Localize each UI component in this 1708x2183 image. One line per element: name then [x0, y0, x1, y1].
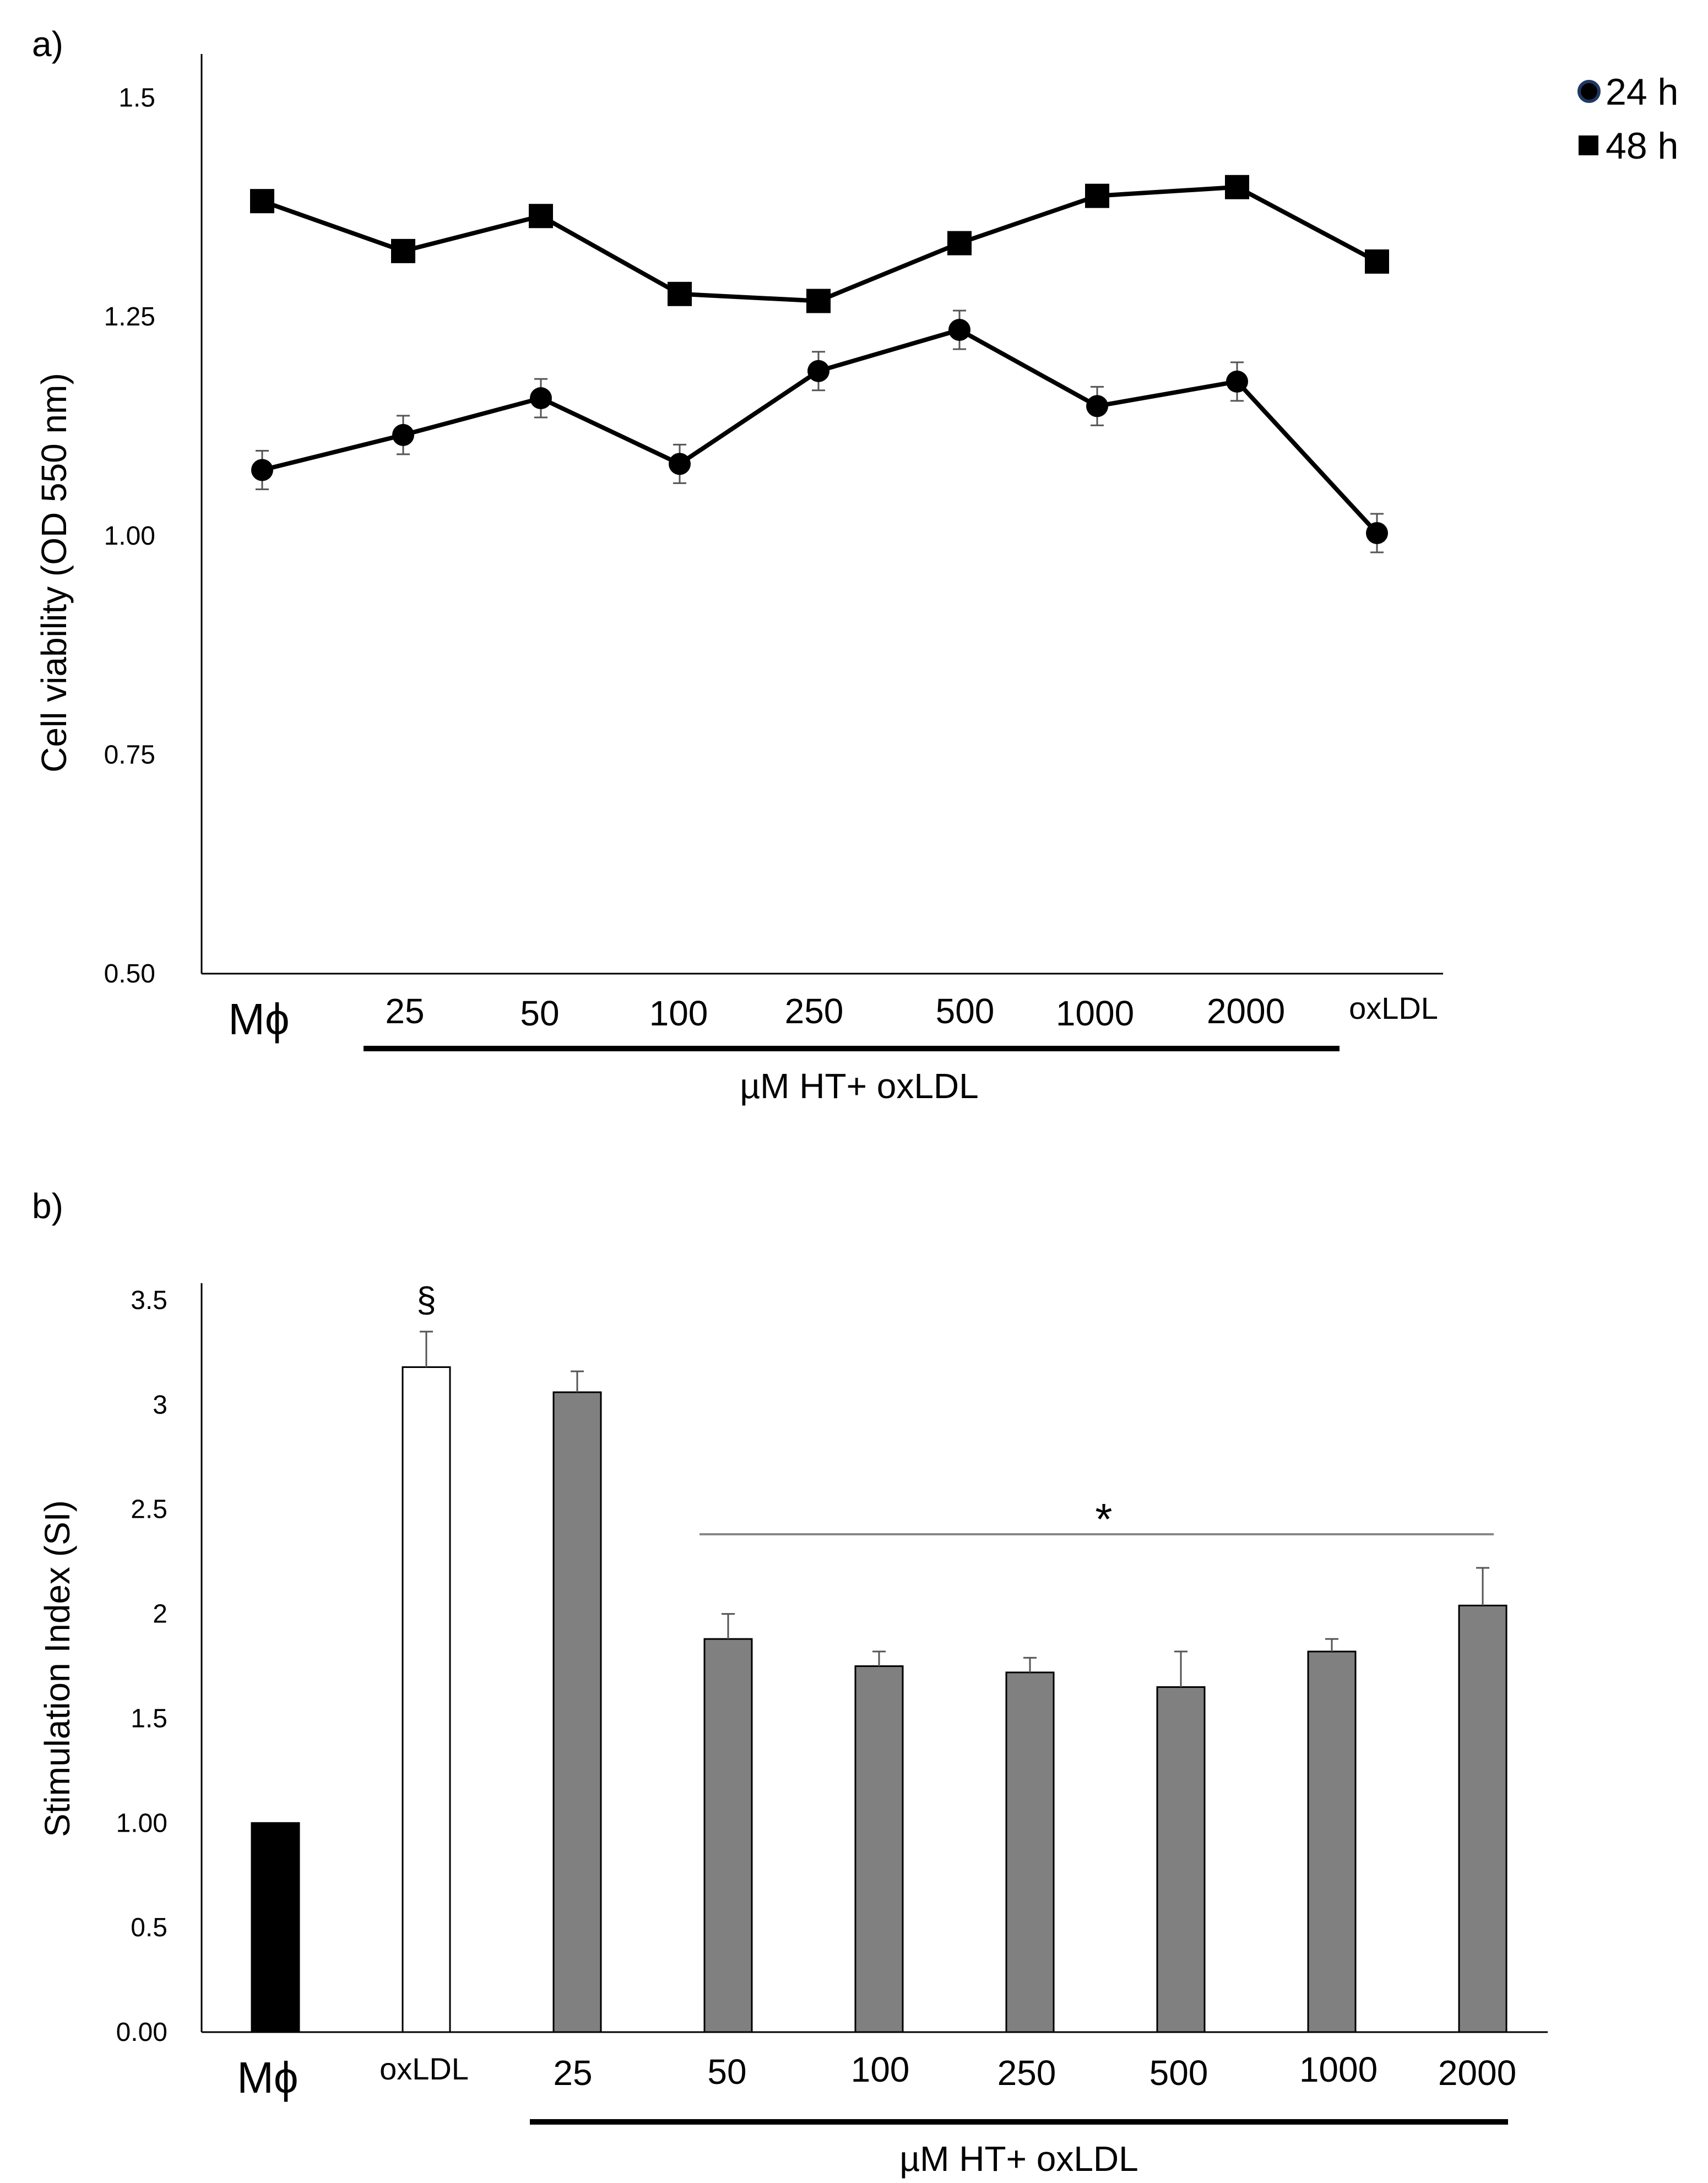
panel-b-x-tick-label: 250 — [997, 2053, 1056, 2093]
data-point-square — [529, 204, 553, 229]
series-24h — [251, 309, 1388, 553]
panel-b-y-tick-label: 2.5 — [131, 1495, 167, 1524]
bar-Mϕ — [251, 1822, 300, 2033]
significance-asterisk: * — [1095, 1495, 1112, 1544]
panel-b-y-tick-label: 3 — [153, 1391, 167, 1420]
panel-b-y-tick-label: 2 — [153, 1600, 167, 1629]
panel-b-x-tick-label: 2000 — [1438, 2053, 1516, 2093]
panel-b-y-tick-label: 3.5 — [131, 1286, 167, 1315]
panel-a-x-tick-label: 250 — [785, 991, 844, 1031]
bar-250 — [1005, 1671, 1055, 2033]
panel-b-y-tick-label: 1.5 — [131, 1704, 167, 1733]
data-point-circle — [1226, 370, 1248, 393]
legend-48h-marker — [1579, 135, 1598, 155]
panel-a-y-tick-label: 1.00 — [104, 522, 155, 551]
panel-a-x-tick-label: 2000 — [1207, 991, 1285, 1031]
panel-b-y-axis-label: Stimulation Index (SI) — [37, 1500, 77, 1837]
panel-a-legend: 24 h 48 h — [1577, 71, 1678, 167]
data-point-circle — [1086, 395, 1108, 417]
panel-a-x-tick-label: oxLDL — [1349, 991, 1438, 1025]
data-point-square — [668, 281, 692, 306]
panel-a-y-tick-label: 0.50 — [104, 959, 155, 989]
series-line-48h — [261, 184, 1378, 303]
data-point-circle — [251, 459, 273, 481]
panel-b-x-tick-label: 25 — [553, 2053, 592, 2093]
bar-oxLDL — [402, 1366, 451, 2033]
panel-b-y-tick-label: 0.00 — [116, 2018, 167, 2047]
panel-b-x-tick-label: 50 — [707, 2052, 746, 2092]
bar-1000 — [1307, 1650, 1357, 2033]
panel-a-x-tick-label: 500 — [936, 991, 995, 1031]
panel-b-label: b) — [32, 1186, 63, 1226]
bar-2000 — [1458, 1604, 1508, 2033]
panel-b-x-tick-label: 1000 — [1299, 2050, 1378, 2089]
panel-b-x-tick-label: 100 — [851, 2050, 910, 2089]
data-point-circle — [807, 360, 829, 382]
panel-b-y-tick-label: 0.5 — [131, 1913, 167, 1942]
data-point-square — [250, 189, 274, 214]
data-point-square — [1365, 249, 1389, 274]
panel-a-line-chart: a) 0.50 0.75 1.00 1.25 1.5 Cell viability (O… — [32, 24, 1678, 1106]
oxldl-significance-mark: § — [416, 1280, 436, 1319]
panel-a-y-tick-label: 1.5 — [118, 84, 155, 113]
data-point-circle — [948, 319, 970, 341]
panel-b-bracket-label: µM HT+ oxLDL — [899, 2139, 1138, 2179]
panel-a-label: a) — [32, 24, 63, 64]
panel-a-x-tick-label: 25 — [385, 991, 424, 1031]
legend-24h-label: 24 h — [1606, 71, 1678, 113]
bar-50 — [703, 1638, 753, 2033]
data-point-circle — [669, 453, 691, 475]
data-point-square — [947, 231, 972, 256]
panel-a-x-tick-label: Mϕ — [228, 995, 289, 1044]
legend-48h-label: 48 h — [1606, 125, 1678, 167]
bar-100 — [854, 1665, 904, 2033]
panel-a-bracket-label: µM HT+ oxLDL — [740, 1066, 978, 1106]
panel-a-y-tick-label: 1.25 — [104, 302, 155, 332]
panel-b-x-tick-label: Mϕ — [237, 2053, 298, 2102]
data-point-square — [1085, 183, 1109, 208]
data-point-circle — [530, 387, 552, 410]
data-point-square — [391, 238, 415, 263]
panel-b-x-tick-label: oxLDL — [379, 2051, 469, 2086]
panel-a-y-axis-label: Cell viability (OD 550 nm) — [34, 373, 74, 773]
panel-a-x-tick-label: 50 — [520, 993, 559, 1033]
data-point-square — [1225, 175, 1249, 199]
panel-b-x-tick-label: 500 — [1149, 2053, 1208, 2093]
panel-b-y-tick-label: 1.00 — [116, 1809, 167, 1838]
series-48h — [250, 175, 1389, 313]
panel-a-x-tick-label: 1000 — [1056, 993, 1134, 1033]
data-point-circle — [392, 423, 414, 446]
bar-500 — [1156, 1686, 1206, 2033]
panel-a-y-tick-label: 0.75 — [104, 740, 155, 769]
data-point-circle — [1366, 522, 1388, 544]
bar-25 — [552, 1391, 602, 2033]
legend-24h-marker — [1577, 80, 1601, 103]
panel-b-bar-chart: b) 0.00 0.5 1.00 1.5 2 2.5 3 3.5 Stimulation In… — [32, 1186, 1548, 2179]
data-point-square — [806, 289, 831, 313]
panel-a-x-tick-label: 100 — [649, 993, 708, 1033]
